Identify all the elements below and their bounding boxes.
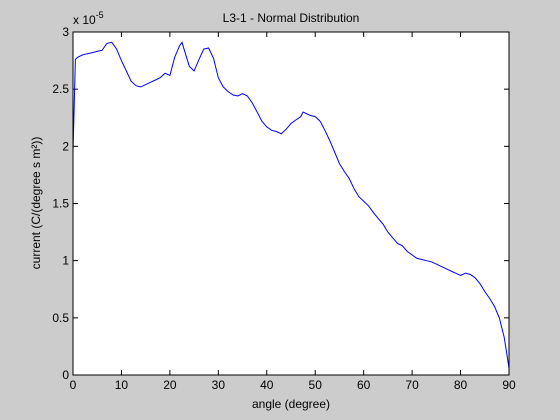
x-tick-label: 70 [405,378,419,392]
y-tick-label: 2 [62,139,69,153]
y-tick-label: 1.5 [52,197,69,211]
x-axis-ticks: 0 10 20 30 40 50 60 70 80 90 [70,32,516,392]
plot-area [72,41,510,369]
x-tick-label: 50 [309,378,323,392]
y-tick-label: 0.5 [52,311,69,325]
y-tick-label: 2.5 [52,82,69,96]
chart-title: L3-1 - Normal Distribution [223,11,360,25]
x-tick-label: 90 [502,378,516,392]
y-exponent-power: -5 [96,10,104,20]
y-tick-label: 3 [62,25,69,39]
x-tick-label: 30 [212,378,226,392]
x-tick-label: 0 [70,378,77,392]
y-axis-label: current (C/(degree s m²)) [29,137,43,270]
x-tick-label: 60 [357,378,371,392]
y-exponent-label: x 10-5 [73,10,104,27]
series-line [72,41,510,369]
x-axis-label: angle (degree) [252,397,330,411]
y-tick-label: 1 [62,254,69,268]
y-exponent-base: x 10 [73,13,96,27]
x-tick-label: 80 [454,378,468,392]
x-tick-label: 10 [115,378,129,392]
axes-background [73,32,509,375]
x-tick-label: 40 [260,378,274,392]
x-tick-label: 20 [163,378,177,392]
axes-frame [72,31,510,376]
y-tick-label: 0 [62,368,69,382]
